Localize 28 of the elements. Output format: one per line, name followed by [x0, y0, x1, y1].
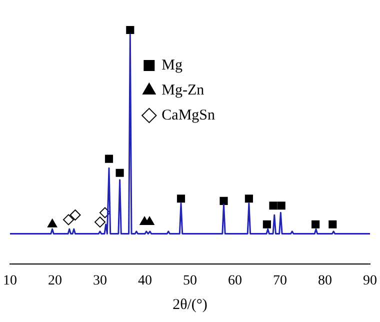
x-tick-label: 10 [3, 273, 17, 288]
point [116, 168, 124, 177]
legend-label: CaMgSn [162, 107, 216, 124]
x-tick-label: 80 [318, 273, 332, 288]
point [70, 210, 81, 221]
x-tick-label: 70 [273, 273, 287, 288]
point [312, 220, 320, 228]
point [220, 196, 228, 205]
x-tick-label: 90 [363, 273, 377, 288]
legend-label: Mg-Zn [162, 82, 205, 98]
point [328, 220, 337, 228]
point [104, 154, 114, 163]
point [126, 26, 134, 34]
point [63, 214, 74, 226]
x-tick-label: 60 [228, 273, 242, 288]
x-tick-label: 20 [48, 273, 62, 288]
x-axis-title: 2θ/(°) [172, 296, 208, 313]
x-tick-label: 30 [93, 273, 107, 288]
point [277, 202, 286, 210]
point [244, 194, 253, 203]
x-tick-label: 40 [138, 273, 152, 288]
x-tick-label: 50 [183, 273, 197, 288]
point [47, 218, 58, 228]
point [262, 220, 271, 228]
legend-label: Mg [162, 57, 183, 74]
point [176, 194, 186, 203]
point [94, 216, 106, 228]
point [269, 202, 278, 210]
